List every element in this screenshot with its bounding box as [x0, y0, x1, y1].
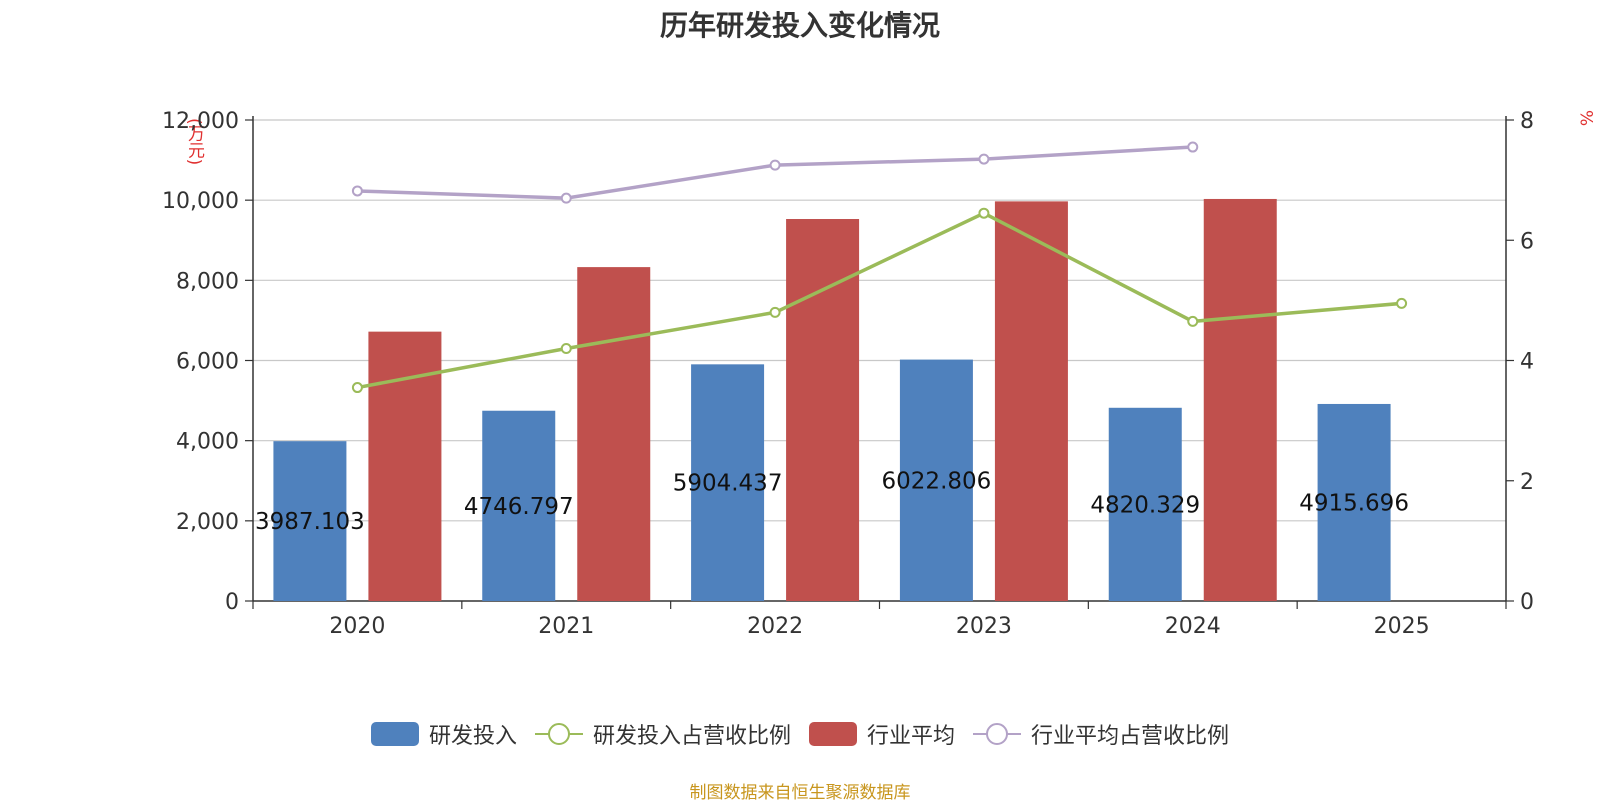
- legend-bar-swatch-blue: [370, 722, 419, 746]
- x-tick-label: 2025: [1374, 614, 1430, 639]
- legend-label: 行业平均: [867, 724, 956, 749]
- point-industry-ratio: [351, 185, 363, 197]
- x-tick-label: 2021: [538, 614, 594, 639]
- line-rd-ratio: [357, 211, 1402, 390]
- y-left-tick-label: 10,000: [162, 189, 239, 214]
- data-label-rd-investment: 6022.806: [882, 468, 992, 494]
- bar-industry-average: [368, 331, 442, 601]
- point-industry-ratio: [769, 159, 781, 171]
- bar-rd-investment: [482, 410, 556, 601]
- y-right-tick-label: 8: [1520, 109, 1534, 134]
- y-left-tick-label: 0: [225, 590, 239, 615]
- point-rd-ratio: [769, 306, 781, 318]
- y-left-unit-label: (万元): [184, 118, 204, 166]
- source-footnote: 制图数据来自恒生聚源数据库: [689, 783, 911, 803]
- y-right-tick-label: 0: [1520, 590, 1534, 615]
- x-tick-label: 2022: [747, 614, 803, 639]
- bar-industry-average: [577, 267, 651, 601]
- bar-rd-investment: [899, 359, 973, 601]
- y-left-tick-label: 8,000: [176, 269, 239, 294]
- legend-label: 研发投入占营收比例: [592, 724, 791, 749]
- legend-label: 研发投入: [428, 724, 517, 749]
- legend-item-industry-average[interactable]: 行业平均: [809, 718, 955, 750]
- data-label-rd-investment: 4820.329: [1090, 492, 1200, 518]
- x-tick-label: 2020: [329, 614, 385, 639]
- legend-item-industry-ratio[interactable]: 行业平均占营收比例: [973, 718, 1229, 750]
- data-label-rd-investment: 3987.103: [255, 509, 365, 535]
- legend-bar-swatch-red: [809, 722, 857, 746]
- point-rd-ratio: [351, 382, 363, 394]
- x-tick-label: 2024: [1165, 614, 1221, 639]
- y-left-tick-label: 12,000: [162, 109, 239, 134]
- bar-rd-investment: [691, 364, 765, 601]
- point-rd-ratio: [1396, 297, 1408, 309]
- chart-title: 历年研发投入变化情况: [659, 9, 940, 42]
- point-rd-ratio: [978, 207, 990, 219]
- data-label-rd-investment: 4746.797: [464, 494, 574, 520]
- legend-line-swatch-purple: [973, 723, 1022, 745]
- legend-item-rd-investment[interactable]: 研发投入: [370, 718, 517, 750]
- bar-industry-average: [1203, 198, 1277, 601]
- point-industry-ratio: [560, 192, 572, 204]
- y-right-tick-label: 4: [1520, 350, 1534, 375]
- bar-rd-investment: [1108, 407, 1182, 601]
- point-rd-ratio: [1187, 315, 1199, 327]
- data-label-rd-investment: 5904.437: [673, 471, 783, 497]
- bar-rd-investment: [1317, 403, 1391, 601]
- line-industry-ratio: [357, 145, 1193, 200]
- legend-line-swatch-green: [534, 723, 583, 745]
- legend-item-rd-ratio[interactable]: 研发投入占营收比例: [534, 718, 791, 750]
- y-right-tick-label: 2: [1520, 470, 1534, 495]
- y-right-tick-label: 6: [1520, 229, 1534, 254]
- bar-industry-average: [994, 201, 1068, 601]
- x-tick-label: 2023: [956, 614, 1012, 639]
- legend-label: 行业平均占营收比例: [1031, 724, 1230, 749]
- legend: 研发投入 研发投入占营收比例 行业平均 行业平均占营收比例: [0, 718, 1600, 750]
- point-industry-ratio: [1187, 141, 1199, 153]
- bar-rd-investment: [273, 441, 347, 601]
- y-left-tick-label: 2,000: [176, 510, 239, 535]
- point-rd-ratio: [560, 342, 572, 354]
- bar-industry-average: [786, 219, 860, 601]
- y-left-tick-label: 6,000: [176, 350, 239, 375]
- y-left-tick-label: 4,000: [176, 430, 239, 455]
- point-industry-ratio: [978, 153, 990, 165]
- data-label-rd-investment: 4915.696: [1299, 490, 1409, 516]
